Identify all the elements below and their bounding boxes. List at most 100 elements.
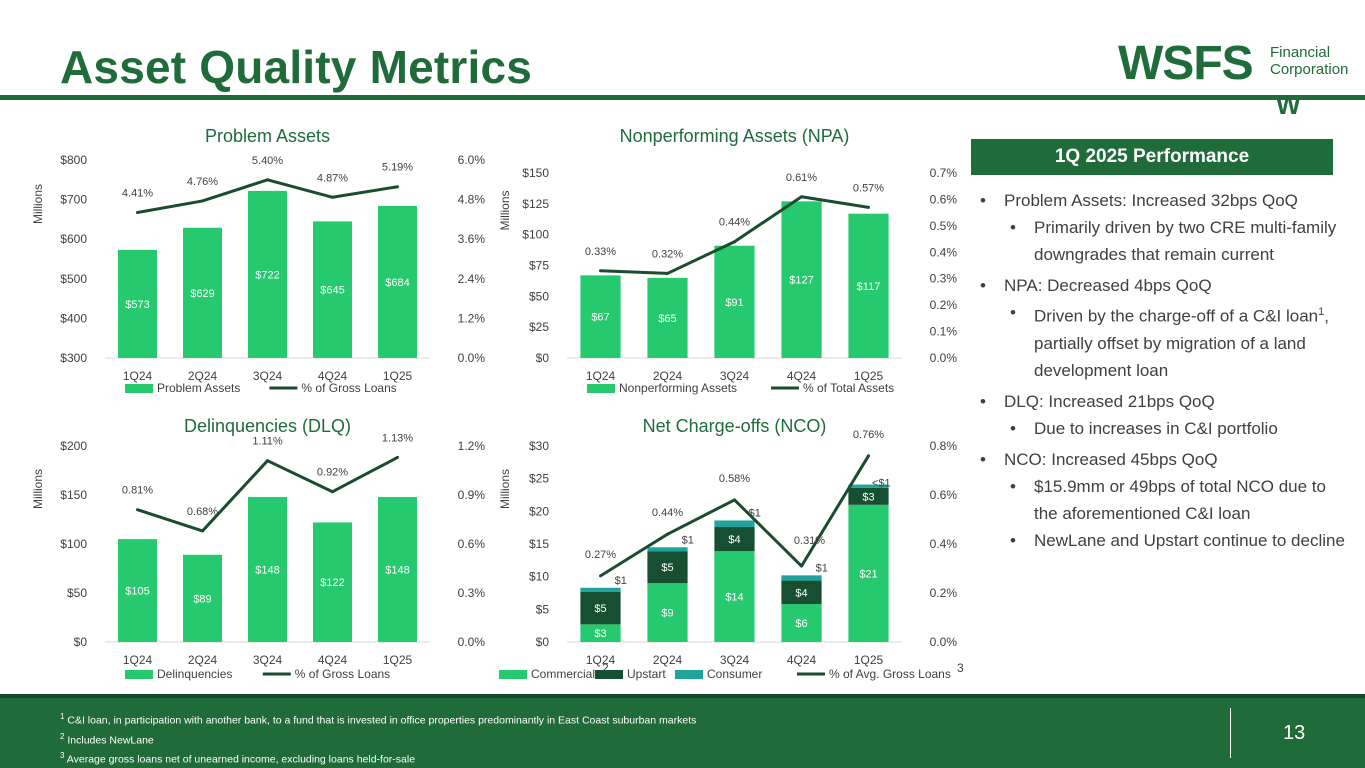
bullet-icon: • [1010, 530, 1016, 550]
footnote: 3 Average gross loans net of unearned in… [60, 748, 696, 768]
bar [313, 522, 352, 642]
bar-label-upstart: $4 [728, 534, 740, 546]
right-tick-label: 6.0% [458, 153, 486, 167]
chart-title: Net Charge-offs (NCO) [643, 416, 827, 436]
bar-upstart [781, 580, 822, 605]
ratio-label: 5.40% [252, 155, 283, 167]
ratio-label: 0.61% [786, 172, 817, 184]
right-tick-label: 0.2% [930, 298, 958, 312]
footnote-number: 1 [60, 712, 65, 721]
x-tick-label: 4Q24 [318, 369, 348, 383]
ratio-label: 0.32% [652, 248, 683, 260]
x-tick-label: 1Q24 [586, 369, 616, 383]
y-axis-label: Millions [498, 469, 512, 509]
bar-label-consumer: $1 [682, 534, 694, 546]
chart-title: Problem Assets [205, 126, 330, 146]
right-tick-label: 0.2% [930, 586, 958, 600]
performance-subitem: • $15.9mm or 49bps of total NCO due to th… [980, 473, 1350, 527]
bar-upstart [714, 527, 755, 552]
ratio-label: 5.19% [382, 162, 413, 174]
left-tick-label: $20 [529, 504, 549, 518]
bar-label: $105 [125, 586, 149, 598]
ratio-label: 0.76% [853, 429, 884, 441]
ratio-point [396, 185, 399, 189]
ratio-point [867, 205, 870, 209]
bar-label-commercial: $14 [725, 592, 743, 604]
bar-consumer [781, 575, 822, 581]
bar-label: $122 [320, 577, 344, 589]
bar-label-upstart: $3 [862, 491, 874, 503]
footnote-number: 3 [60, 751, 65, 760]
x-tick-label: 1Q25 [383, 369, 413, 383]
bar-label-consumer: $1 [615, 575, 627, 587]
bar-commercial [580, 624, 621, 642]
left-tick-label: $30 [529, 439, 549, 453]
legend-footnote-mark: 3 [957, 661, 964, 675]
ratio-point [396, 455, 399, 459]
right-tick-label: 0.7% [930, 166, 958, 180]
performance-list: • Problem Assets: Increased 32bps QoQ • Pri… [980, 183, 1350, 554]
ratio-label: 0.92% [317, 467, 348, 479]
legend-label: % of Avg. Gross Loans [829, 667, 951, 681]
bar-consumer [580, 587, 621, 592]
chart-title: Delinquencies (DLQ) [184, 416, 351, 436]
ratio-label: 0.44% [719, 217, 750, 229]
left-tick-label: $100 [60, 537, 87, 551]
right-tick-label: 0.8% [930, 439, 958, 453]
footnote-text: C&I loan, in participation with another … [64, 714, 697, 727]
x-tick-label: 2Q24 [653, 653, 683, 667]
right-tick-label: 0.0% [930, 635, 958, 649]
ratio-point [867, 454, 870, 458]
bar-upstart [848, 487, 889, 505]
logo-line1: Financial [1270, 44, 1331, 61]
ratio-point [331, 195, 334, 199]
right-tick-label: 0.0% [458, 635, 486, 649]
x-tick-label: 1Q25 [854, 653, 884, 667]
bar-label: $629 [190, 288, 214, 300]
bar [118, 249, 157, 358]
bar-label-upstart: $4 [795, 587, 807, 599]
ratio-label: 0.33% [585, 246, 616, 258]
right-tick-label: 0.4% [930, 245, 958, 259]
bar-label: $573 [125, 299, 149, 311]
right-tick-label: 0.9% [458, 488, 486, 502]
x-tick-label: 1Q24 [123, 369, 153, 383]
legend-label: % of Gross Loans [295, 667, 390, 681]
bar-label: $91 [725, 297, 743, 309]
bullet-icon: • [1010, 218, 1016, 237]
ratio-point [201, 529, 204, 533]
bar-label-upstart: $5 [594, 603, 606, 615]
right-tick-label: 1.2% [458, 439, 486, 453]
left-tick-label: $700 [60, 193, 87, 207]
performance-text: Due to increases in C&I portfolio [1034, 418, 1278, 438]
x-tick-label: 1Q25 [854, 369, 884, 383]
footnote-number: 2 [60, 731, 65, 741]
bar-label: $148 [385, 564, 409, 576]
footnote: 1 C&I loan, in participation with anothe… [60, 709, 696, 729]
chart-title: Nonperforming Assets (NPA) [620, 126, 850, 146]
bar-label-consumer: $1 [749, 507, 761, 519]
bullet-icon: • [980, 191, 986, 210]
x-tick-label: 1Q24 [586, 653, 616, 667]
legend-footnote-mark: 2 [602, 661, 609, 675]
ratio-point [800, 564, 803, 568]
performance-subitem: • Primarily driven by two CRE multi-famil… [980, 214, 1350, 268]
x-tick-label: 4Q24 [787, 369, 817, 383]
bar-consumer [647, 547, 688, 552]
legend-label: Problem Assets [157, 381, 240, 395]
bar [118, 539, 157, 642]
bar [848, 213, 889, 358]
left-tick-label: $50 [67, 586, 87, 600]
left-tick-label: $400 [60, 311, 87, 325]
footer-top-band [0, 694, 1365, 698]
left-tick-label: $50 [529, 289, 549, 303]
bar-label: $684 [385, 277, 409, 289]
bar [647, 277, 688, 358]
legend-swatch-bar [675, 670, 703, 679]
performance-item: • NCO: Increased 45bps QoQ [980, 446, 1350, 473]
left-tick-label: $15 [529, 537, 549, 551]
performance-item: • DLQ: Increased 21bps QoQ [980, 388, 1350, 415]
legend-label: Nonperforming Assets [619, 381, 737, 395]
nco-chart: Net Charge-offs (NCO) Millions $0 $5 $10 $15 $… [497, 408, 967, 693]
x-tick-label: 1Q25 [383, 653, 413, 667]
